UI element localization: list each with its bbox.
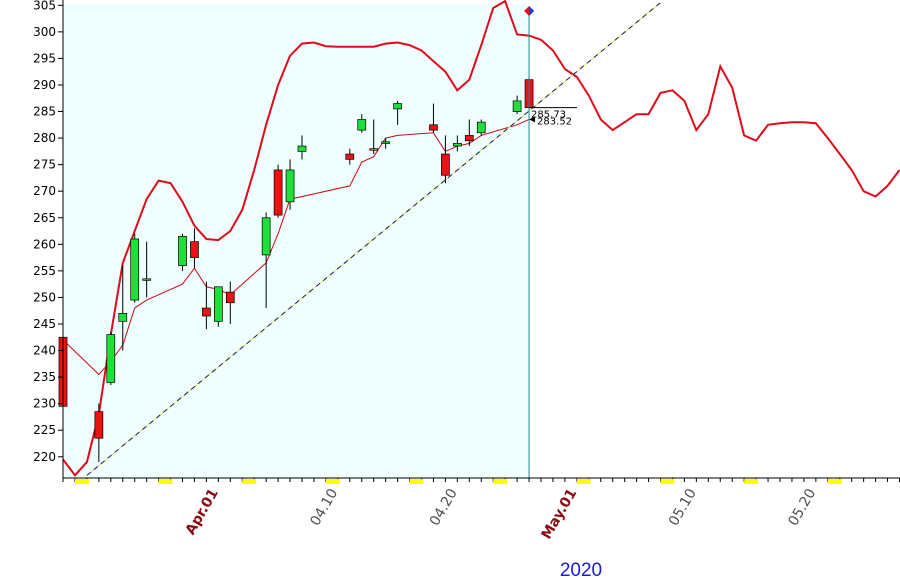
x-axis-block [325, 479, 340, 484]
y-tick-label: 260 [33, 237, 56, 251]
y-tick-label: 295 [33, 51, 56, 65]
candle-body [345, 153, 355, 160]
x-axis-block [827, 479, 842, 484]
down-candle [94, 403, 104, 463]
x-axis-block [744, 479, 759, 484]
x-axis-block [493, 479, 508, 484]
up-candle [369, 119, 379, 155]
y-tick-label: 255 [33, 264, 56, 278]
x-tick-label: 05.10 [666, 486, 700, 529]
x-axis-block [576, 479, 591, 484]
x-axis-block [158, 479, 173, 484]
x-tick-label: Apr.01 [183, 486, 222, 538]
up-candle [214, 286, 223, 327]
x-tick-label: 05.20 [785, 486, 819, 529]
up-candle [130, 233, 140, 303]
up-candle [381, 138, 390, 149]
price-pointer-icon [529, 116, 536, 123]
y-tick-label: 265 [33, 211, 56, 225]
y-tick-label: 305 [33, 0, 56, 12]
history-shade [63, 4, 530, 478]
y-tick-label: 280 [33, 131, 56, 145]
up-candle [393, 100, 402, 125]
up-candle [118, 265, 128, 351]
upper-band-line [62, 0, 900, 477]
candle-body [357, 119, 367, 131]
up-candle [297, 135, 307, 160]
candle-body [381, 141, 390, 144]
candle-body [429, 124, 438, 131]
down-candle [273, 164, 283, 218]
up-candle [357, 114, 367, 133]
moving-average-line [62, 118, 530, 376]
y-tick-label: 285 [33, 105, 56, 119]
candle-body [441, 153, 450, 176]
candle-body [297, 145, 307, 152]
y-tick-label: 235 [33, 370, 56, 384]
candle-body [393, 103, 402, 110]
y-tick-label: 245 [33, 317, 56, 331]
y-tick-label: 300 [33, 25, 56, 39]
candle-body [273, 169, 283, 216]
x-tick-label: May.01 [539, 486, 581, 542]
down-candle [190, 228, 199, 269]
x-axis-block [74, 479, 89, 484]
candle-body [106, 334, 116, 383]
candle-body [190, 241, 199, 258]
up-candle [453, 135, 462, 152]
price-label-close: 285.73 [531, 110, 566, 121]
up-candle [261, 212, 271, 309]
down-candle [464, 119, 474, 147]
down-candle [345, 148, 355, 165]
down-candle [225, 281, 235, 324]
up-candle [178, 233, 187, 271]
candle-body [214, 286, 223, 322]
down-candle [441, 135, 450, 184]
trendline [86, 2, 661, 476]
candle-body [453, 143, 462, 147]
y-tick-label: 250 [33, 290, 56, 304]
up-candle [106, 331, 116, 386]
candle-body [369, 148, 379, 151]
x-tick-label: 04.10 [307, 486, 341, 529]
y-tick-label: 225 [33, 423, 56, 437]
up-candle [512, 95, 522, 115]
candle-body [476, 121, 486, 134]
candle-body [142, 278, 151, 281]
y-tick-label: 290 [33, 78, 56, 92]
up-candle [142, 241, 151, 298]
candle-body [94, 411, 104, 439]
y-tick-label: 220 [33, 450, 56, 464]
year-label: 2020 [560, 560, 602, 581]
candle-body [202, 307, 211, 317]
candle-body [464, 135, 474, 142]
candle-body [178, 235, 187, 266]
x-axis-block [409, 479, 424, 484]
candle-body [261, 217, 271, 256]
down-candle [429, 103, 438, 133]
candle-body [512, 100, 522, 112]
x-axis-block [242, 479, 257, 484]
y-tick-label: 230 [33, 397, 56, 411]
price-label-average: 283.52 [537, 116, 572, 127]
y-tick-label: 270 [33, 184, 56, 198]
up-candle [476, 119, 486, 136]
y-tick-label: 240 [33, 344, 56, 358]
y-tick-label: 275 [33, 158, 56, 172]
candle-body [130, 238, 140, 301]
down-candle [202, 281, 211, 330]
candle-body [225, 291, 235, 304]
candle-body [118, 313, 128, 322]
candle-body [285, 169, 295, 203]
up-candle [285, 159, 295, 210]
x-axis-block [660, 479, 675, 484]
current-marker-icon-half [529, 6, 535, 16]
x-tick-label: 04.20 [427, 486, 461, 529]
